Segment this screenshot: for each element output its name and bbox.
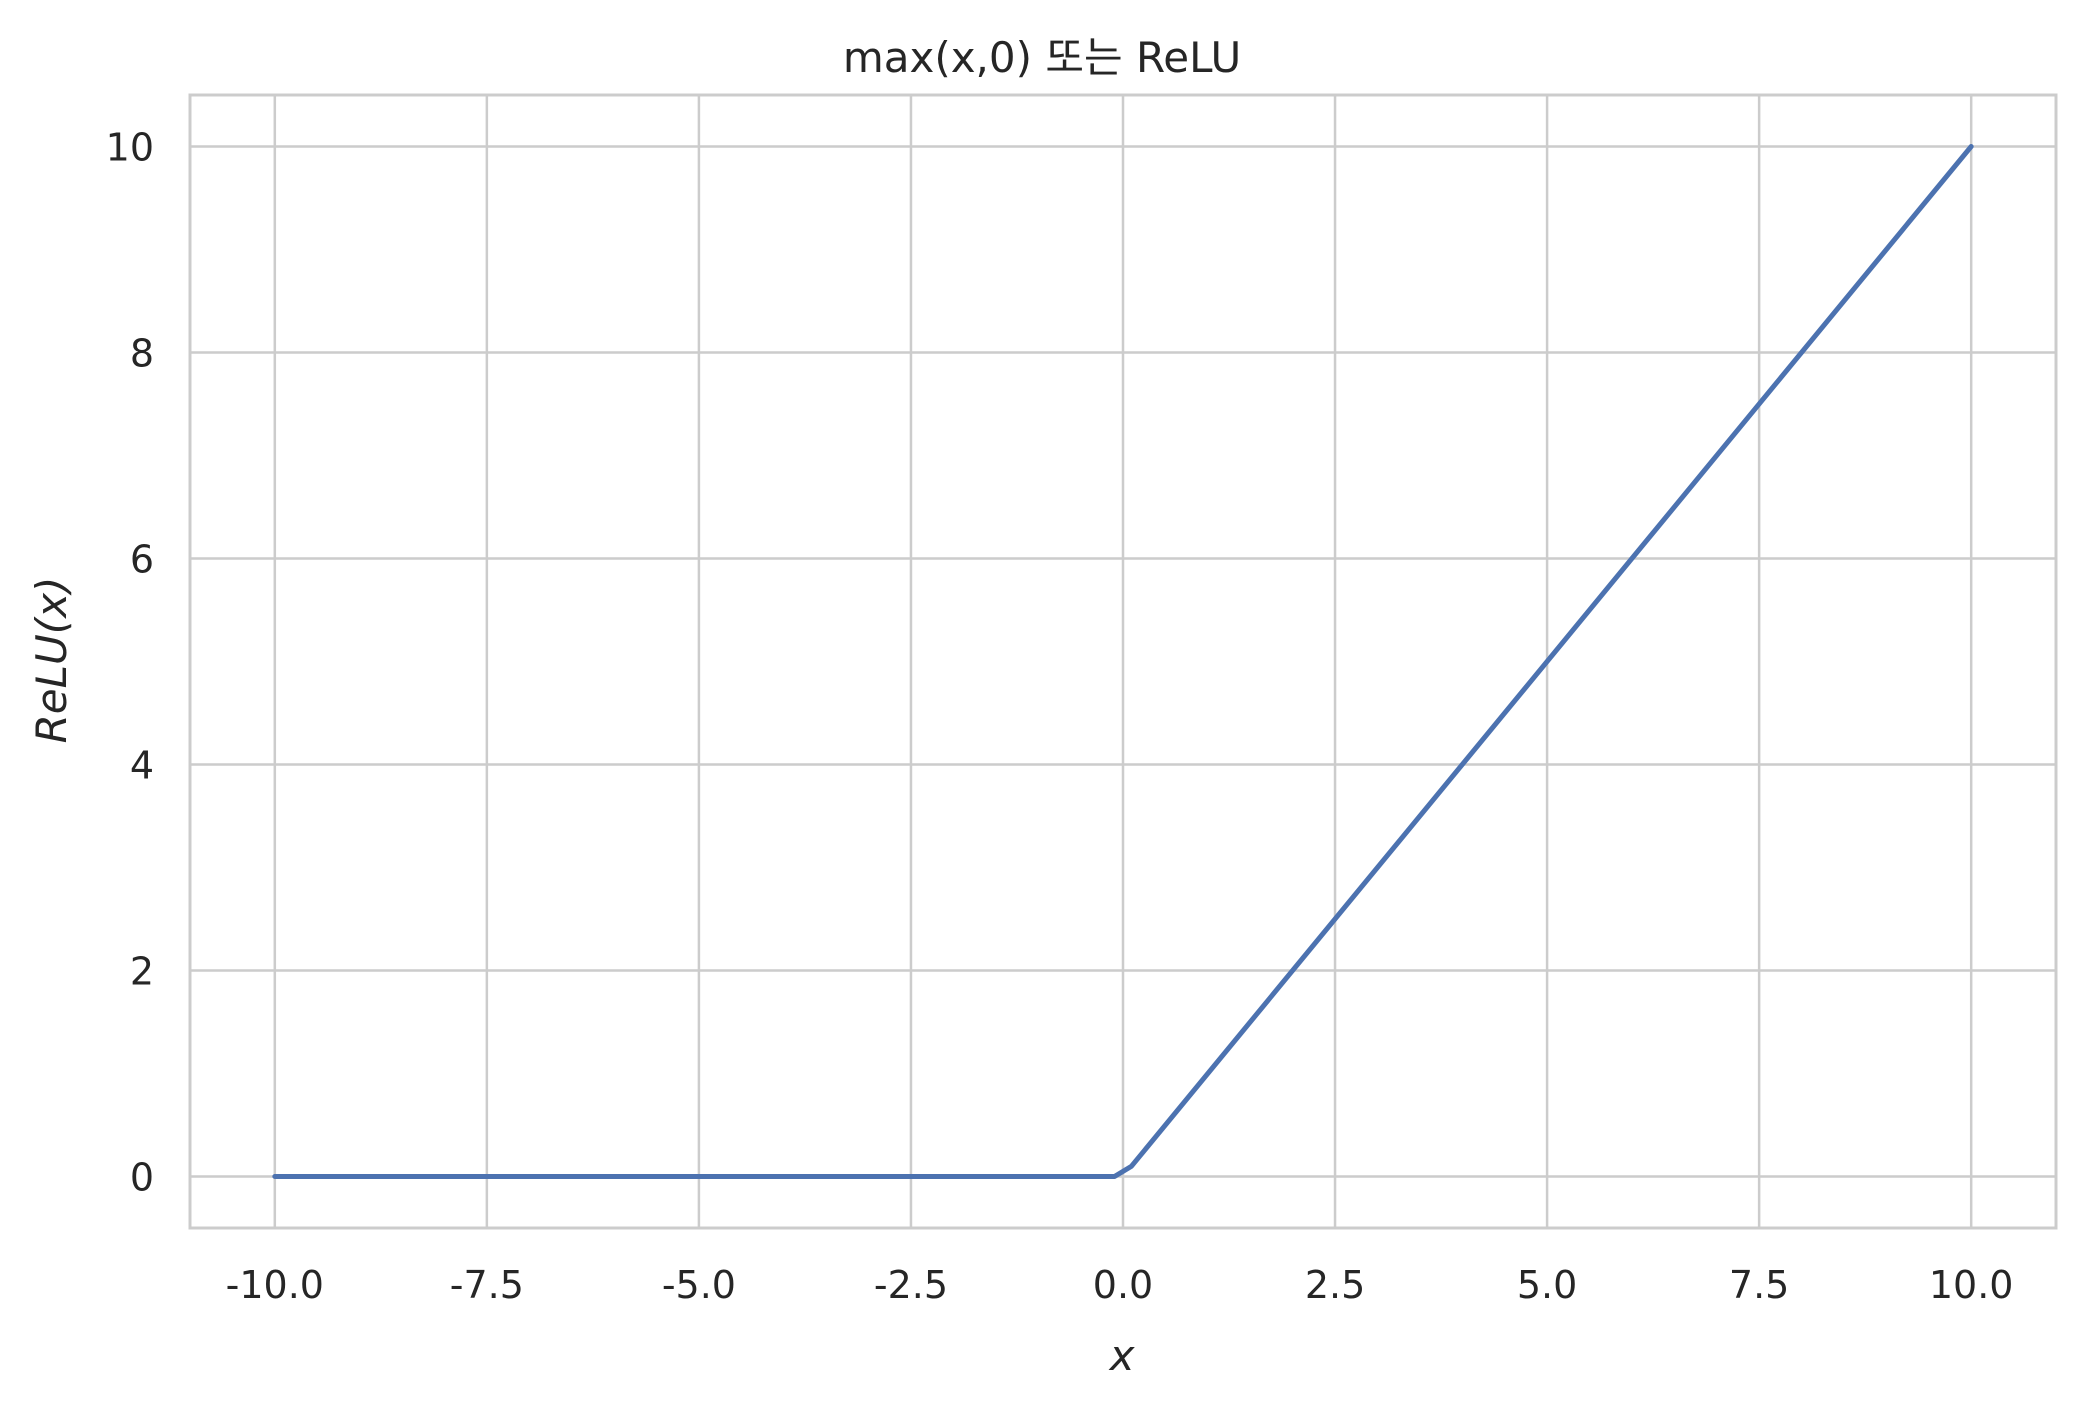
x-tick-label: 7.5	[1729, 1263, 1789, 1307]
x-tick-label: -7.5	[450, 1263, 524, 1307]
x-tick-label: 2.5	[1305, 1263, 1365, 1307]
y-tick-label: 8	[130, 332, 154, 376]
x-tick-label: -10.0	[226, 1263, 324, 1307]
grid-lines	[190, 95, 2056, 1228]
x-tick-label: 10.0	[1929, 1263, 2014, 1307]
y-tick-label: 0	[130, 1156, 154, 1200]
y-tick-label: 4	[130, 744, 154, 788]
y-tick-label: 10	[106, 126, 154, 170]
x-tick-label: 0.0	[1093, 1263, 1153, 1307]
x-tick-label: -5.0	[662, 1263, 736, 1307]
relu-series-line	[272, 144, 1974, 1179]
series-layer	[272, 144, 1974, 1179]
y-axis-label: ReLU(x)	[27, 577, 76, 744]
x-tick-labels: -10.0 -7.5 -5.0 -2.5 0.0 2.5 5.0 7.5 10.0	[226, 1263, 2014, 1307]
x-tick-label: -2.5	[874, 1263, 948, 1307]
y-tick-label: 6	[130, 538, 154, 582]
y-tick-labels: 0 2 4 6 8 10	[106, 126, 154, 1200]
y-tick-label: 2	[130, 950, 154, 994]
chart-title: max(x,0) 또는 ReLU	[843, 33, 1241, 82]
plot-frame	[188, 93, 2058, 1230]
x-tick-label: 5.0	[1517, 1263, 1577, 1307]
x-axis-label: x	[1108, 1331, 1136, 1380]
